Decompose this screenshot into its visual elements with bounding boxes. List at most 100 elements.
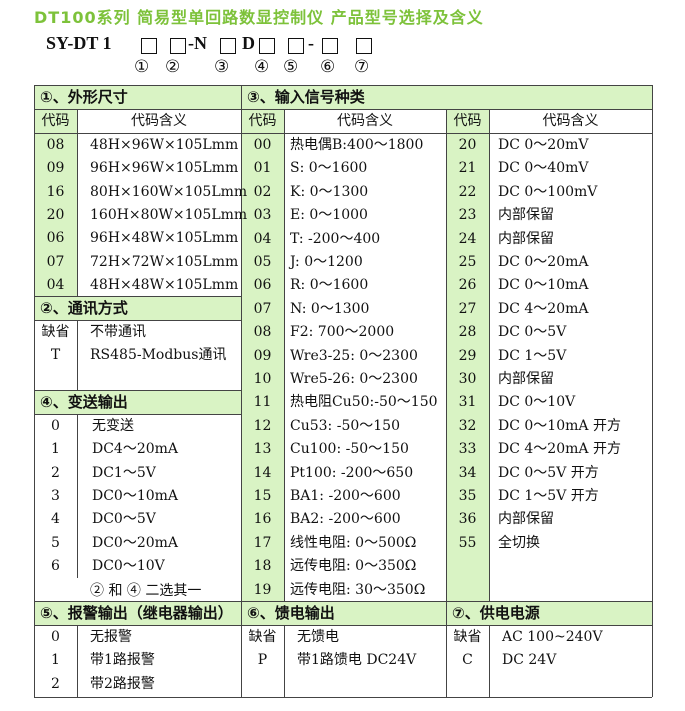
row-code: 20 (458, 137, 477, 153)
row-meaning: 全切换 (498, 534, 540, 551)
row-code: P (257, 652, 268, 669)
col-header-meaning: 代码含义 (542, 113, 599, 129)
row-meaning: J: 0～1200 (290, 254, 363, 270)
position-marker-3: ③ (214, 57, 230, 77)
row-code: 17 (253, 534, 272, 551)
row-meaning: N: 0～1300 (290, 300, 370, 317)
row-meaning: 48H×48W×105Lmm (90, 276, 239, 293)
row-meaning: 带1路报警 (90, 652, 155, 669)
row-meaning: RS485-Modbus通讯 (90, 347, 227, 364)
row-meaning: DC 0～10V (498, 394, 576, 411)
row-code: 32 (458, 417, 477, 434)
position-marker-7: ⑦ (354, 57, 370, 77)
model-slot-6 (322, 38, 338, 54)
row-meaning: DC 1～5V 开方 (498, 488, 599, 504)
row-code: 22 (458, 183, 477, 200)
row-code: 08 (253, 324, 272, 341)
row-code: 28 (458, 324, 477, 341)
row-code: 13 (253, 441, 272, 458)
model-slot-4 (259, 38, 275, 54)
header-band-top (34, 85, 652, 109)
row-meaning: DC0～5V (92, 511, 156, 528)
model-slot-2 (170, 38, 186, 54)
row-code: 0 (51, 629, 60, 645)
row-meaning: BA1: -200～600 (290, 488, 401, 504)
row-code: 30 (458, 371, 477, 387)
row-code: 缺省 (41, 324, 70, 340)
section4-header-band (34, 390, 241, 414)
row-meaning: 无馈电 (297, 629, 339, 645)
page-title: DT100系列 简易型单回路数显控制仪 产品型号选择及含义 (34, 8, 484, 27)
position-marker-2: ② (165, 57, 181, 77)
model-slot-3 (220, 38, 236, 54)
section1-code-column (34, 109, 77, 296)
col-header-code: 代码 (41, 113, 70, 129)
row-meaning: 带2路报警 (90, 675, 155, 692)
row-code: 21 (458, 160, 477, 177)
row-meaning: DC 0～10mA 开方 (498, 417, 621, 434)
row-meaning: 无变送 (92, 418, 134, 434)
row-code: 55 (458, 534, 477, 551)
row-meaning: DC 4～20mA (498, 300, 589, 317)
row-code: 缺省 (453, 629, 482, 645)
row-code: 23 (458, 207, 477, 224)
section1-title: ①、外形尺寸 (40, 88, 128, 106)
col-header-code: 代码 (248, 113, 277, 129)
row-code: 24 (458, 230, 477, 247)
row-code: 5 (51, 534, 60, 551)
row-meaning: Cu100: -50～150 (290, 441, 409, 458)
row-code: 2 (51, 464, 60, 481)
col-header-meaning: 代码含义 (131, 113, 187, 129)
row-meaning: 内部保留 (498, 230, 554, 247)
row-meaning: DC 0～5V (498, 324, 567, 341)
row-meaning: AC 100~240V (502, 629, 603, 645)
row-code: 16 (46, 183, 65, 200)
row-meaning: DC 0～20mA (498, 254, 589, 270)
row-code: 07 (46, 253, 65, 270)
section5-title: ⑤、报警输出（继电器输出） (40, 604, 233, 622)
row-code: 07 (253, 300, 272, 317)
row-code: 06 (253, 277, 272, 294)
row-meaning: DC 4～20mA 开方 (498, 441, 621, 458)
row-meaning: DC 0～10mA (498, 277, 589, 294)
row-meaning: 不带通讯 (90, 324, 146, 340)
row-meaning: DC 24V (502, 652, 557, 669)
row-meaning: DC 0～5V 开方 (498, 464, 599, 481)
header-band-bottom (34, 601, 652, 625)
row-meaning: DC4～20mA (92, 441, 179, 458)
model-sep-n: -N (188, 33, 207, 53)
section3-code-column-right (446, 109, 489, 601)
row-code: 19 (253, 581, 272, 598)
model-dash: - (308, 33, 314, 53)
row-meaning: DC0～10V (92, 557, 165, 574)
position-marker-6: ⑥ (320, 57, 336, 77)
row-code: 00 (253, 137, 272, 153)
row-meaning: R: 0～1600 (290, 277, 369, 294)
row-code: 16 (253, 511, 272, 528)
row-code: 6 (51, 557, 60, 574)
section3-title: ③、输入信号种类 (247, 88, 365, 106)
section2-title: ②、通讯方式 (40, 299, 128, 317)
row-code: 04 (253, 230, 272, 247)
row-meaning: F2: 700～2000 (290, 324, 395, 341)
row-code: 1 (51, 652, 60, 669)
position-marker-1: ① (134, 57, 150, 77)
row-meaning: DC 0～100mV (498, 183, 598, 200)
row-code: T (50, 347, 61, 364)
row-meaning: 无报警 (90, 629, 132, 645)
row-meaning: T: -200～400 (290, 230, 381, 247)
row-meaning: 内部保留 (498, 371, 554, 387)
row-code: 26 (458, 277, 477, 294)
row-meaning: 带1路馈电 DC24V (297, 652, 417, 669)
row-code: 02 (253, 183, 272, 200)
position-marker-5: ⑤ (283, 57, 299, 77)
row-code: 04 (46, 276, 65, 293)
row-meaning: 80H×160W×105Lmm (90, 183, 248, 200)
row-code: 08 (46, 137, 65, 153)
model-slot-1 (141, 38, 157, 54)
row-code: 36 (458, 511, 477, 528)
row-meaning: Wre5-26: 0～2300 (290, 371, 418, 387)
row-meaning: DC0～10mA (92, 487, 179, 504)
section7-title: ⑦、供电电源 (452, 604, 540, 622)
model-slot-7 (356, 38, 372, 54)
